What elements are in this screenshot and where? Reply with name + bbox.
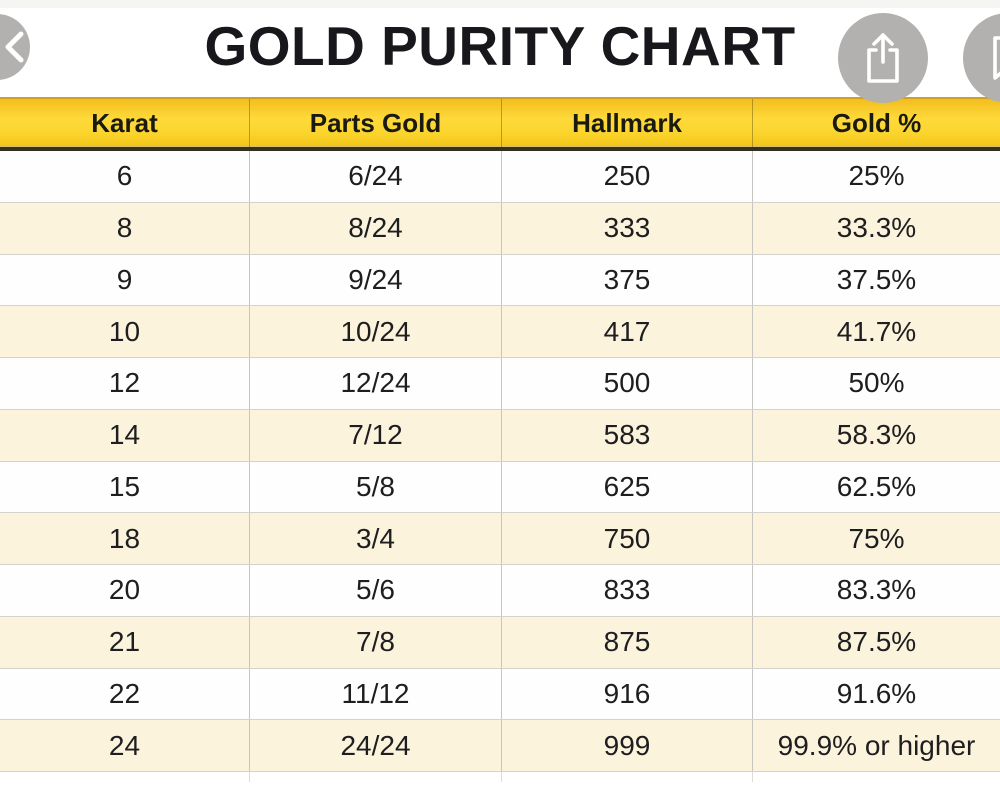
share-button[interactable]: [838, 13, 928, 103]
table-row: 21 7/8 875 87.5%: [0, 616, 1000, 669]
bookmark-icon: [989, 34, 1000, 82]
table-row: 22 11/12 916 91.6%: [0, 668, 1000, 721]
page-title: GOLD PURITY CHART: [204, 15, 796, 77]
cell-parts-gold: 12/24: [250, 358, 502, 409]
cell-hallmark: 625: [502, 461, 753, 513]
cell-hallmark: 500: [502, 358, 753, 409]
cell-gold-pct: 37.5%: [836, 263, 917, 295]
cell-gold-pct: 41.7%: [836, 315, 917, 347]
cell-gold-pct: 58.3%: [836, 419, 917, 451]
table-row: 9 9/24 375 37.5%: [0, 254, 1000, 307]
cell-hallmark: 875: [502, 616, 753, 668]
table-footer-separators: [0, 772, 1000, 782]
cell-parts-gold: 5/6: [250, 565, 502, 616]
cell-hallmark: 583: [502, 409, 753, 461]
cell-parts-gold: 6/24: [250, 151, 502, 202]
back-chevron-icon: [0, 27, 27, 67]
cell-parts-gold: 8/24: [250, 202, 502, 254]
top-strip: [0, 0, 1000, 8]
share-icon: [862, 31, 904, 85]
cell-karat: 14: [0, 409, 250, 461]
cell-karat: 9: [0, 254, 250, 306]
cell-karat: 21: [0, 616, 250, 668]
table-row: 24 24/24 999 99.9% or higher: [0, 720, 1000, 772]
table-row: 10 10/24 417 41.7%: [0, 306, 1000, 358]
cell-parts-gold: 9/24: [250, 254, 502, 306]
cell-karat: 10: [0, 306, 250, 357]
cell-hallmark: 916: [502, 668, 753, 720]
cell-gold-pct: 91.6%: [836, 677, 917, 709]
cell-parts-gold: 11/12: [250, 668, 502, 720]
cell-parts-gold: 10/24: [250, 306, 502, 357]
table-header-row: Karat Parts Gold Hallmark Gold %: [0, 97, 1000, 151]
cell-karat: 20: [0, 565, 250, 616]
cell-karat: 22: [0, 668, 250, 720]
cell-hallmark: 750: [502, 513, 753, 564]
cell-karat: 8: [0, 202, 250, 254]
title-bar: GOLD PURITY CHART: [0, 0, 1000, 97]
cell-karat: 24: [0, 720, 250, 771]
gold-purity-table: Karat Parts Gold Hallmark Gold % 6 6/24 …: [0, 97, 1000, 782]
column-header-gold-pct: Gold %: [831, 107, 922, 138]
table-row: 20 5/6 833 83.3%: [0, 565, 1000, 617]
cell-gold-pct: 62.5%: [836, 470, 917, 502]
cell-hallmark: 999: [502, 720, 753, 771]
table-row: 15 5/8 625 62.5%: [0, 461, 1000, 514]
cell-karat: 6: [0, 151, 250, 202]
table-row: 18 3/4 750 75%: [0, 513, 1000, 565]
column-header-parts-gold: Parts Gold: [250, 99, 502, 147]
cell-gold-pct: 75%: [848, 522, 905, 554]
cell-gold-pct: 25%: [848, 160, 905, 192]
table-row: 12 12/24 500 50%: [0, 358, 1000, 410]
cell-parts-gold: 7/12: [250, 409, 502, 461]
cell-hallmark: 833: [502, 565, 753, 616]
cell-hallmark: 250: [502, 151, 753, 202]
column-header-hallmark: Hallmark: [502, 99, 753, 147]
table-row: 14 7/12 583 58.3%: [0, 409, 1000, 462]
cell-karat: 12: [0, 358, 250, 409]
cell-gold-pct: 87.5%: [836, 626, 917, 658]
table-row: 8 8/24 333 33.3%: [0, 202, 1000, 255]
cell-hallmark: 333: [502, 202, 753, 254]
cell-parts-gold: 5/8: [250, 461, 502, 513]
cell-karat: 18: [0, 513, 250, 564]
cell-gold-pct: 99.9% or higher: [777, 729, 976, 761]
table-row: 6 6/24 250 25%: [0, 151, 1000, 203]
cell-gold-pct: 33.3%: [836, 212, 917, 244]
cell-hallmark: 375: [502, 254, 753, 306]
cell-hallmark: 417: [502, 306, 753, 357]
cell-gold-pct: 83.3%: [836, 574, 917, 606]
cell-karat: 15: [0, 461, 250, 513]
column-header-karat: Karat: [0, 99, 250, 147]
cell-parts-gold: 3/4: [250, 513, 502, 564]
cell-parts-gold: 24/24: [250, 720, 502, 771]
cell-parts-gold: 7/8: [250, 616, 502, 668]
cell-gold-pct: 50%: [848, 367, 905, 399]
